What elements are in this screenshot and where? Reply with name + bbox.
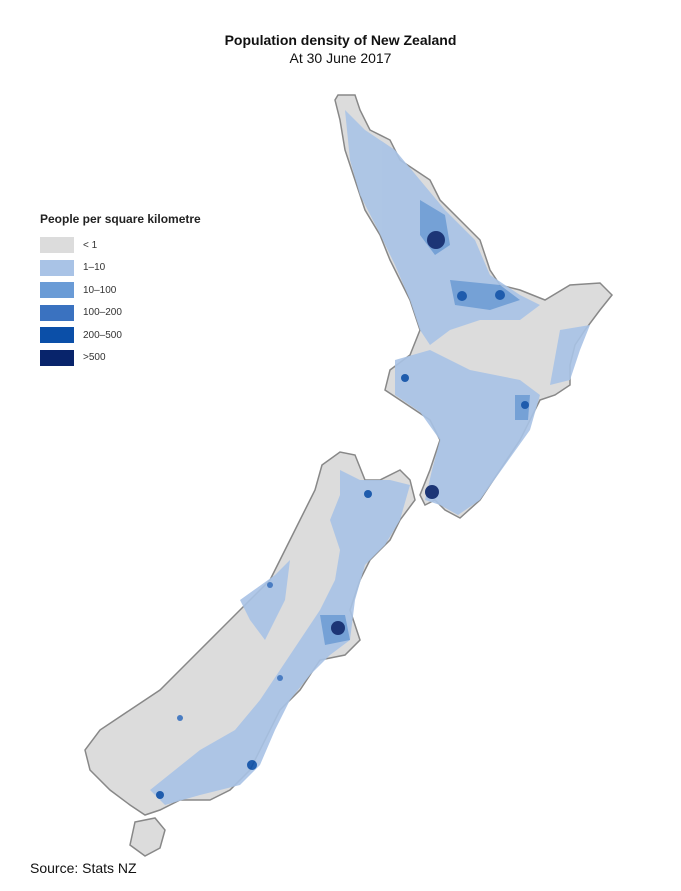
legend-swatch: [40, 304, 74, 321]
legend-item: 1–10: [40, 257, 201, 280]
legend-label: >500: [83, 352, 106, 364]
legend-item: < 1: [40, 234, 201, 257]
legend-label: 10–100: [83, 284, 117, 296]
legend-swatch: [40, 259, 74, 276]
legend-label: 1–10: [83, 262, 106, 274]
legend-label: < 1: [83, 239, 98, 251]
map-title: Population density of New Zealand: [224, 32, 457, 48]
legend-swatch: [40, 327, 74, 344]
source-note: Source: Stats NZ: [30, 860, 137, 876]
legend-label: 200–500: [83, 329, 122, 341]
legend-item: 100–200: [40, 302, 201, 325]
legend-label: 100–200: [83, 307, 122, 319]
legend-swatch: [40, 349, 74, 366]
legend-item: >500: [40, 347, 201, 370]
density-areas: [150, 110, 590, 805]
legend-swatch: [40, 282, 74, 299]
legend-item: 10–100: [40, 279, 201, 302]
stewart-island: [129, 817, 166, 857]
map-subtitle: At 30 June 2017: [289, 50, 392, 66]
legend: People per square kilometre < 1 1–10 10–…: [40, 212, 201, 369]
legend-title: People per square kilometre: [40, 212, 201, 226]
legend-item: 200–500: [40, 324, 201, 347]
legend-swatch: [40, 237, 74, 254]
